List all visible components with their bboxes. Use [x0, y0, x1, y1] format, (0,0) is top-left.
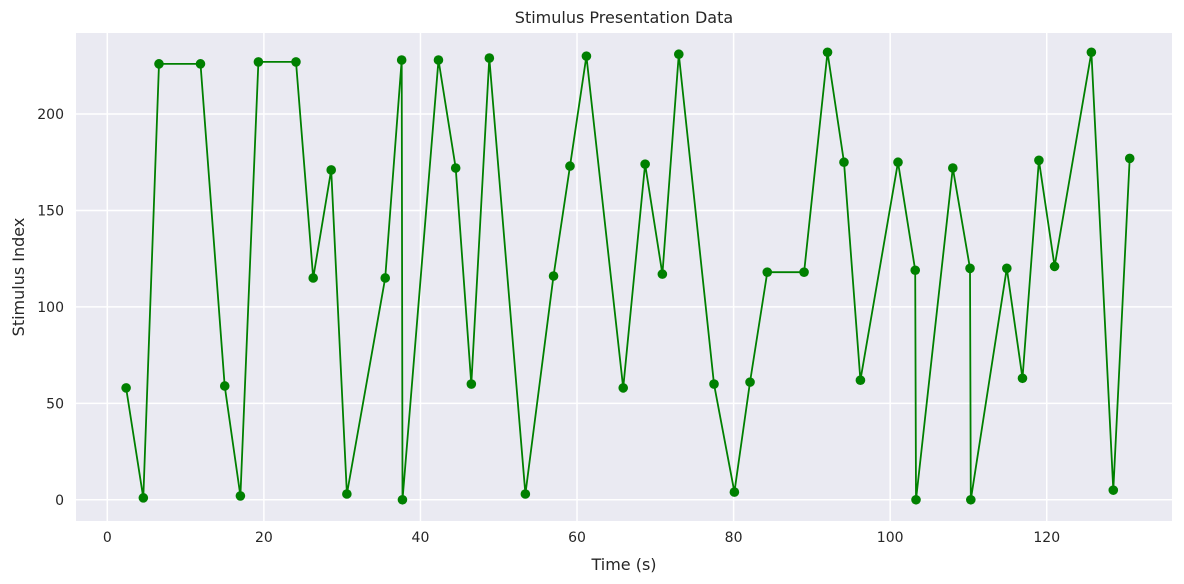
data-point — [1108, 485, 1119, 495]
x-tick-label: 60 — [568, 530, 586, 546]
data-point — [1049, 261, 1060, 272]
data-point — [548, 271, 559, 281]
x-tick-label: 20 — [255, 530, 273, 546]
data-point — [121, 383, 131, 393]
y-tick-label: 0 — [55, 493, 64, 509]
chart-title: Stimulus Presentation Data — [515, 8, 733, 27]
data-point — [1124, 153, 1135, 164]
data-point — [799, 267, 809, 277]
data-point — [966, 494, 976, 505]
data-point — [893, 157, 903, 168]
x-tick-labels: 0 20 40 60 80 100 120 — [103, 530, 1060, 546]
y-tick-label: 100 — [37, 300, 64, 316]
x-tick-label: 40 — [412, 530, 430, 546]
data-point — [910, 265, 921, 276]
data-point — [855, 375, 866, 385]
data-point — [640, 159, 650, 169]
data-point — [219, 381, 230, 391]
data-point — [326, 165, 337, 175]
data-point — [484, 53, 495, 63]
x-tick-label: 100 — [877, 530, 904, 546]
y-axis-label: Stimulus Index — [9, 218, 28, 337]
data-point — [1086, 47, 1097, 58]
data-point — [138, 493, 149, 503]
data-point — [154, 59, 164, 69]
data-point — [618, 383, 629, 393]
data-point — [965, 263, 975, 274]
data-point — [762, 267, 773, 277]
data-point — [674, 49, 684, 60]
series-layer — [121, 47, 1135, 505]
data-point — [911, 494, 921, 505]
data-point — [235, 491, 246, 501]
data-point — [745, 377, 755, 387]
data-point — [1017, 373, 1028, 384]
y-tick-label: 150 — [37, 203, 64, 219]
data-point — [397, 494, 408, 505]
data-point — [466, 379, 477, 389]
data-point — [729, 487, 740, 497]
x-tick-label: 0 — [103, 530, 112, 546]
data-point — [839, 157, 849, 168]
data-point — [581, 51, 592, 61]
y-tick-label: 50 — [46, 396, 64, 412]
data-point — [709, 379, 719, 389]
data-point — [380, 273, 391, 283]
data-point — [565, 161, 575, 171]
data-point — [396, 55, 407, 65]
y-tick-labels: 0 50 100 150 200 — [37, 107, 64, 509]
x-tick-label: 120 — [1033, 530, 1060, 546]
data-point — [342, 489, 352, 499]
data-point — [308, 273, 319, 283]
data-point — [291, 57, 301, 67]
x-tick-label: 80 — [725, 530, 743, 546]
data-point — [1002, 263, 1012, 274]
data-point — [822, 47, 833, 58]
data-point — [1034, 155, 1044, 166]
data-point — [450, 163, 461, 173]
data-point — [195, 59, 206, 69]
data-point — [948, 163, 958, 173]
x-axis-label: Time (s) — [590, 555, 656, 574]
y-tick-label: 200 — [37, 107, 64, 123]
data-point — [253, 57, 264, 67]
data-point — [433, 55, 444, 65]
data-point — [657, 269, 668, 279]
data-point — [520, 489, 531, 499]
